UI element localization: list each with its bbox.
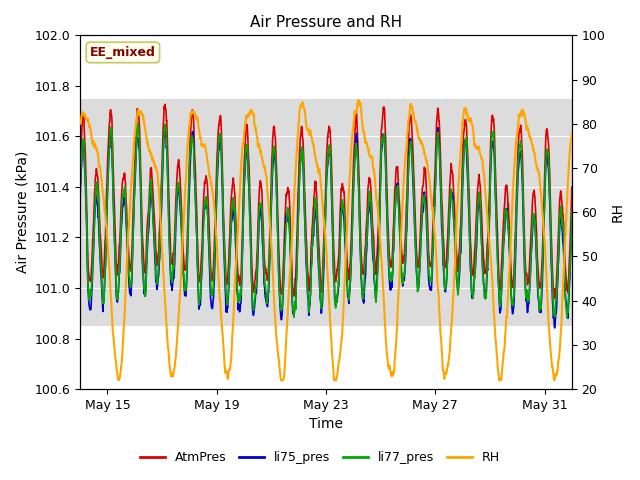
Text: EE_mixed: EE_mixed	[90, 46, 156, 59]
Legend: AtmPres, li75_pres, li77_pres, RH: AtmPres, li75_pres, li77_pres, RH	[135, 446, 505, 469]
X-axis label: Time: Time	[309, 418, 343, 432]
Y-axis label: Air Pressure (kPa): Air Pressure (kPa)	[15, 151, 29, 274]
Bar	[80, 98, 572, 326]
Y-axis label: RH: RH	[611, 202, 625, 222]
Title: Air Pressure and RH: Air Pressure and RH	[250, 15, 402, 30]
